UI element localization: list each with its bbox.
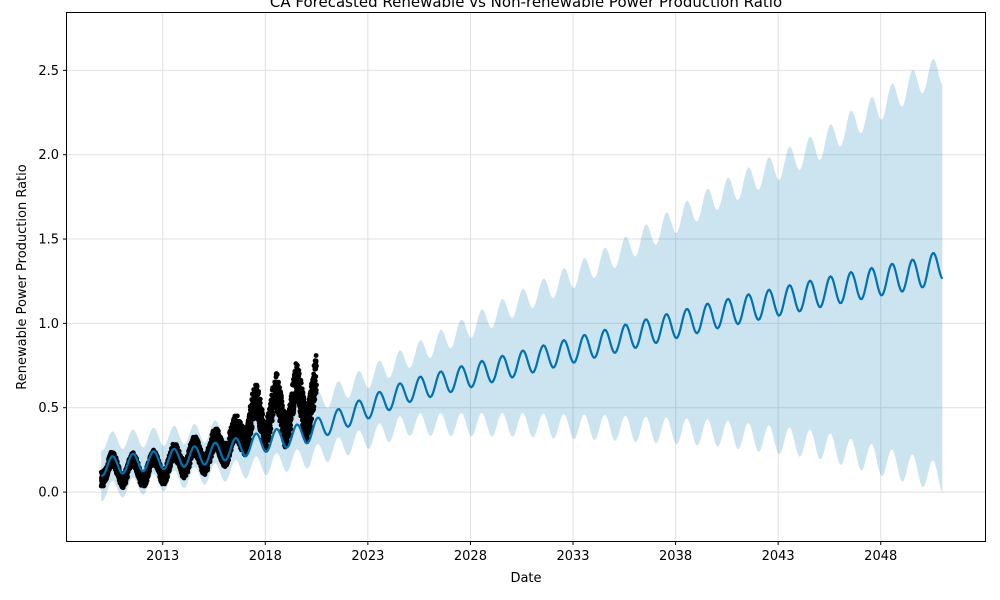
chart-title: CA Forecasted Renewable vs Non-renewable… [270, 0, 782, 11]
y-axis-label: Renewable Power Production Ratio [15, 164, 30, 389]
observed-point [144, 478, 150, 483]
observed-point [254, 383, 260, 389]
observed-point [308, 424, 313, 429]
observed-point [288, 426, 294, 432]
x-tick-label: 2043 [762, 549, 795, 564]
forecast-line [100, 252, 944, 477]
x-tick-label: 2038 [659, 549, 692, 564]
x-tick-label: 2023 [351, 549, 384, 564]
grid [67, 13, 985, 541]
observed-point [279, 395, 284, 401]
observed-point [249, 424, 255, 430]
observed-point [299, 386, 305, 392]
y-tick-label: 2.5 [38, 64, 59, 79]
observed-point [313, 358, 319, 364]
x-axis-label: Date [510, 571, 541, 586]
y-tick-label: 2.0 [38, 148, 59, 163]
observed-point [305, 435, 310, 441]
observed-point [280, 403, 285, 408]
x-tick-label: 2033 [556, 549, 589, 564]
observed-point [187, 461, 193, 466]
observed-point [247, 437, 253, 442]
forecast-trend-line [100, 252, 944, 477]
observed-point [257, 400, 263, 406]
observed-point [312, 378, 318, 384]
observed-point [125, 474, 130, 480]
observed-point [288, 422, 293, 428]
x-tick-label: 2018 [249, 549, 282, 564]
observed-point [269, 418, 275, 423]
observed-point [313, 374, 319, 379]
y-tick-label: 1.0 [38, 317, 59, 332]
observed-point [276, 379, 281, 385]
y-tick-label: 0.0 [38, 486, 59, 501]
observed-point [313, 387, 319, 393]
observed-point [296, 371, 302, 376]
y-axis-ticks: 0.0 0.5 1.0 1.5 2.0 2.5 [38, 64, 67, 501]
observed-point [274, 372, 280, 377]
observed-point [207, 459, 213, 465]
observed-point [298, 380, 304, 386]
x-tick-label: 2028 [454, 549, 487, 564]
y-tick-label: 1.5 [38, 233, 59, 248]
y-tick-label: 0.5 [38, 401, 59, 416]
observed-point [183, 473, 189, 478]
uncertainty-band-area [101, 59, 943, 501]
observed-point [309, 416, 315, 422]
observed-point [260, 412, 266, 417]
plot-frame [66, 12, 986, 542]
observed-point [314, 382, 319, 388]
observed-point [196, 440, 201, 446]
observed-point [235, 413, 240, 419]
observed-point [288, 415, 294, 420]
observed-point [270, 410, 276, 416]
observed-point [165, 474, 170, 480]
observed-point [256, 389, 262, 394]
observed-point [266, 434, 272, 439]
observed-point [277, 385, 282, 390]
x-tick-label: 2048 [864, 549, 897, 564]
observed-point [312, 397, 318, 402]
observed-point [257, 396, 263, 402]
observed-point [268, 426, 274, 432]
observed-point [205, 465, 211, 471]
x-axis-ticks: 2013 2018 2023 2028 2033 2038 2043 2048 [146, 541, 897, 564]
x-tick-label: 2013 [146, 549, 179, 564]
observed-point [313, 353, 319, 358]
observed-point [300, 390, 306, 395]
uncertainty-band [101, 59, 943, 501]
observed-point [301, 399, 307, 405]
observed-point [279, 399, 285, 404]
observed-point [295, 362, 300, 368]
observed-point [314, 363, 319, 369]
observed-point [185, 469, 191, 475]
observed-point [311, 404, 317, 409]
